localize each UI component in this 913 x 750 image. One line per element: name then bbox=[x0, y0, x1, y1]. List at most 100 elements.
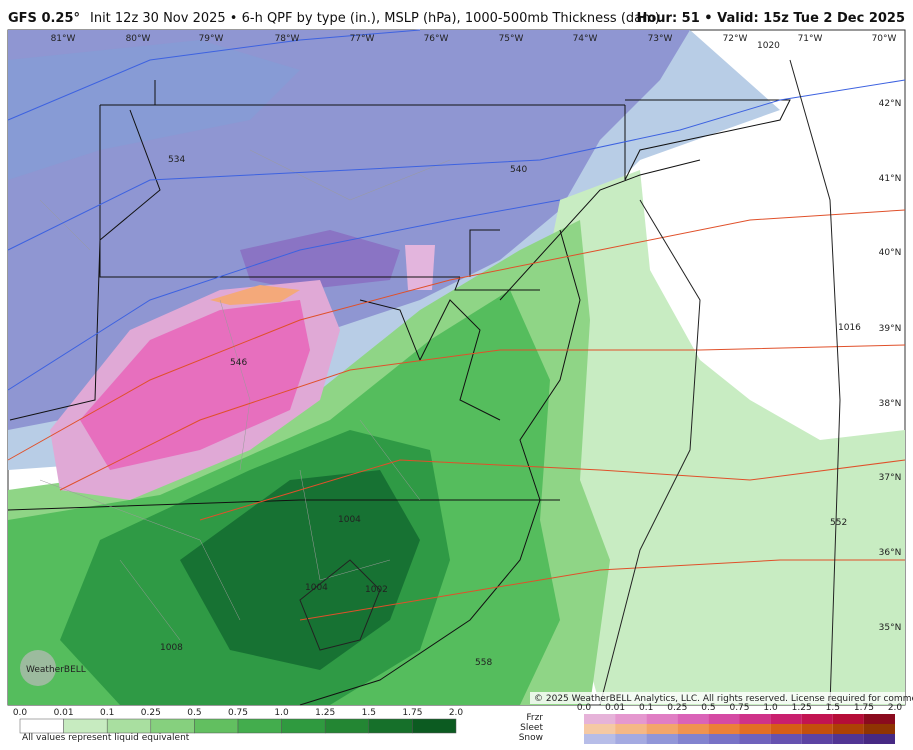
legend-note: All values represent liquid equivalent bbox=[22, 733, 190, 743]
latitude-label: 37°N bbox=[879, 473, 902, 483]
type-swatch bbox=[863, 714, 895, 724]
latitude-label: 36°N bbox=[879, 548, 902, 558]
rain-swatch bbox=[324, 718, 370, 734]
type-scale-label: 1.0 bbox=[763, 703, 778, 713]
rain-swatch bbox=[106, 718, 152, 734]
longitude-label: 78°W bbox=[275, 34, 300, 44]
type-swatch bbox=[708, 714, 740, 724]
rain-swatch bbox=[368, 718, 413, 734]
latitude-label: 38°N bbox=[879, 399, 902, 409]
type-swatch bbox=[770, 724, 802, 734]
latitude-label: 39°N bbox=[879, 324, 902, 334]
contour-label: 534 bbox=[168, 155, 185, 165]
rain-swatch bbox=[150, 718, 195, 734]
rain-scale-label: 1.0 bbox=[274, 708, 289, 718]
longitude-label: 80°W bbox=[126, 34, 151, 44]
contour-label: 546 bbox=[230, 358, 247, 368]
type-swatch bbox=[739, 724, 771, 734]
type-scale-label: 0.25 bbox=[667, 703, 687, 713]
type-swatch bbox=[584, 724, 616, 734]
rain-swatch bbox=[412, 718, 457, 734]
type-scale-label: 0.1 bbox=[639, 703, 653, 713]
type-scale-label: 1.5 bbox=[826, 703, 840, 713]
longitude-label: 75°W bbox=[499, 34, 524, 44]
type-swatch bbox=[677, 714, 709, 724]
valid-time: Hour: 51 • Valid: 15z Tue 2 Dec 2025 bbox=[636, 11, 905, 26]
type-swatch bbox=[584, 734, 616, 744]
type-swatch bbox=[770, 714, 802, 724]
longitude-label: 72°W bbox=[723, 34, 748, 44]
type-label: Frzr bbox=[526, 713, 543, 723]
type-swatch bbox=[863, 724, 895, 734]
type-swatch bbox=[863, 734, 895, 744]
rain-scale-label: 0.5 bbox=[187, 708, 201, 718]
type-swatch bbox=[739, 734, 771, 744]
type-swatch bbox=[770, 734, 802, 744]
contour-label: 1004 bbox=[338, 515, 361, 525]
contour-label: 540 bbox=[510, 165, 527, 175]
contour-label: 552 bbox=[830, 518, 847, 528]
contour-label: 558 bbox=[475, 658, 492, 668]
rain-swatch bbox=[281, 718, 326, 734]
type-swatch bbox=[677, 734, 709, 744]
rain-swatch bbox=[194, 718, 239, 734]
type-swatch bbox=[801, 724, 833, 734]
rain-swatch bbox=[63, 718, 108, 734]
rain-scale-label: 0.75 bbox=[228, 708, 248, 718]
longitude-label: 77°W bbox=[350, 34, 375, 44]
contour-label: 1008 bbox=[160, 643, 183, 653]
type-swatch bbox=[739, 714, 771, 724]
longitude-label: 74°W bbox=[573, 34, 598, 44]
type-swatch bbox=[832, 734, 864, 744]
longitude-label: 76°W bbox=[424, 34, 449, 44]
type-scale-label: 0.75 bbox=[729, 703, 749, 713]
type-swatch bbox=[677, 724, 709, 734]
rain-scale-label: 1.75 bbox=[402, 708, 422, 718]
type-scale-label: 0.01 bbox=[605, 703, 625, 713]
longitude-label: 73°W bbox=[648, 34, 673, 44]
type-scale-label: 2.0 bbox=[888, 703, 903, 713]
type-swatch bbox=[615, 714, 647, 724]
type-label: Snow bbox=[519, 733, 543, 743]
type-scale-label: 0.0 bbox=[577, 703, 592, 713]
rain-swatch bbox=[237, 718, 282, 734]
latitude-labels: 42°N 41°N 40°N 39°N 38°N 37°N 36°N 35°N bbox=[879, 99, 902, 633]
copyright: © 2025 WeatherBELL Analytics, LLC. All r… bbox=[534, 694, 913, 704]
rain-scale-label: 0.0 bbox=[13, 708, 28, 718]
model-name: GFS 0.25° bbox=[8, 11, 80, 26]
contour-label: 1020 bbox=[757, 41, 780, 51]
longitude-label: 81°W bbox=[51, 34, 76, 44]
longitude-label: 70°W bbox=[872, 34, 897, 44]
contour-label: 1004 bbox=[305, 583, 328, 593]
logo-text: WeatherBELL bbox=[26, 665, 86, 675]
type-scale-label: 0.5 bbox=[701, 703, 715, 713]
legend: All values represent liquid equivalent 0… bbox=[13, 703, 903, 744]
rain-swatch bbox=[19, 718, 64, 734]
rain-scale-label: 1.5 bbox=[362, 708, 376, 718]
type-swatch bbox=[615, 724, 647, 734]
type-scale-label: 1.75 bbox=[854, 703, 874, 713]
contour-label: 1002 bbox=[365, 585, 388, 595]
type-swatch bbox=[801, 734, 833, 744]
type-swatch bbox=[708, 734, 740, 744]
latitude-label: 41°N bbox=[879, 174, 902, 184]
type-swatch bbox=[615, 734, 647, 744]
type-swatch bbox=[646, 714, 678, 724]
logo: WeatherBELL bbox=[20, 650, 86, 686]
type-label: Sleet bbox=[520, 723, 543, 733]
map-title: Init 12z 30 Nov 2025 • 6-h QPF by type (… bbox=[90, 11, 660, 26]
type-swatch bbox=[832, 714, 864, 724]
contour-label: 1016 bbox=[838, 323, 861, 333]
rain-scale-label: 2.0 bbox=[449, 708, 464, 718]
latitude-label: 42°N bbox=[879, 99, 902, 109]
type-swatch bbox=[832, 724, 864, 734]
type-scale-label: 1.25 bbox=[792, 703, 812, 713]
rain-scale-label: 0.1 bbox=[100, 708, 114, 718]
rain-scale-label: 0.01 bbox=[54, 708, 74, 718]
rain-scale-label: 1.25 bbox=[315, 708, 335, 718]
longitude-label: 71°W bbox=[798, 34, 823, 44]
type-swatch bbox=[708, 724, 740, 734]
map: WeatherBELL © 2025 WeatherBELL Analytics… bbox=[7, 29, 913, 706]
contour-labels: 534 540 546 552 558 1020 1016 1004 1008 1004 1002 bbox=[160, 41, 861, 668]
